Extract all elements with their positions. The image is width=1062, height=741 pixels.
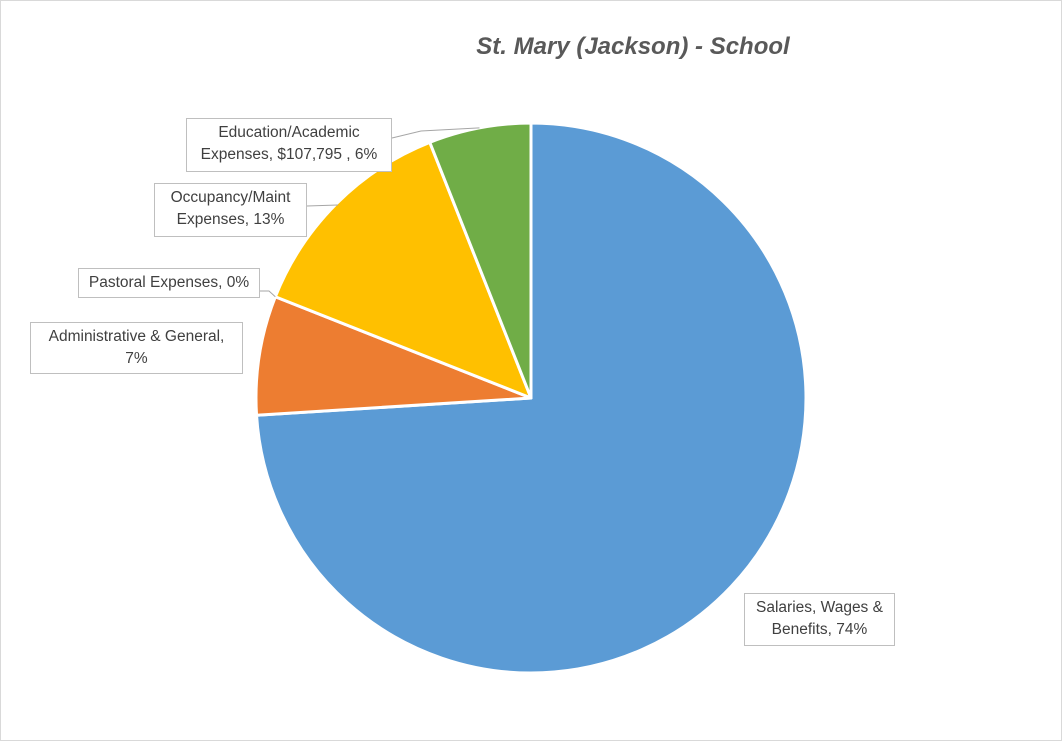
data-label-administrative-line2: 7% (125, 350, 148, 367)
slice-administrative (254, 295, 533, 417)
data-label-pastoral-line1: Pastoral Expenses, 0% (88, 274, 250, 291)
leader-line-education (391, 127, 480, 139)
leader-lines (260, 127, 480, 298)
data-label-administrative-line1: Administrative & General, (48, 328, 225, 345)
data-label-occupancy-line1: Occupancy/Maint (170, 189, 291, 206)
chart-title: St. Mary (Jackson) - School (476, 33, 790, 60)
data-label-salaries-line1: Salaries, Wages & (756, 599, 883, 616)
slice-education (428, 121, 533, 400)
leader-line-occupancy (306, 204, 338, 207)
leader-line-pastoral (260, 290, 276, 298)
data-label-education-line2: Expenses, $107,795 , 6% (200, 146, 378, 163)
data-label-pastoral: Pastoral Expenses, 0% (78, 268, 260, 298)
data-label-administrative: Administrative & General, 7% (30, 322, 243, 374)
slice-occupancy (273, 140, 533, 400)
data-label-salaries-line2: Benefits, 74% (771, 621, 868, 638)
data-label-occupancy: Occupancy/Maint Expenses, 13% (154, 183, 307, 237)
data-label-occupancy-line2: Expenses, 13% (176, 211, 285, 228)
data-label-education: Education/Academic Expenses, $107,795 , … (186, 118, 392, 172)
data-label-education-line1: Education/Academic (218, 124, 360, 141)
data-label-salaries: Salaries, Wages & Benefits, 74% (744, 593, 895, 646)
pie-slices (254, 121, 808, 675)
